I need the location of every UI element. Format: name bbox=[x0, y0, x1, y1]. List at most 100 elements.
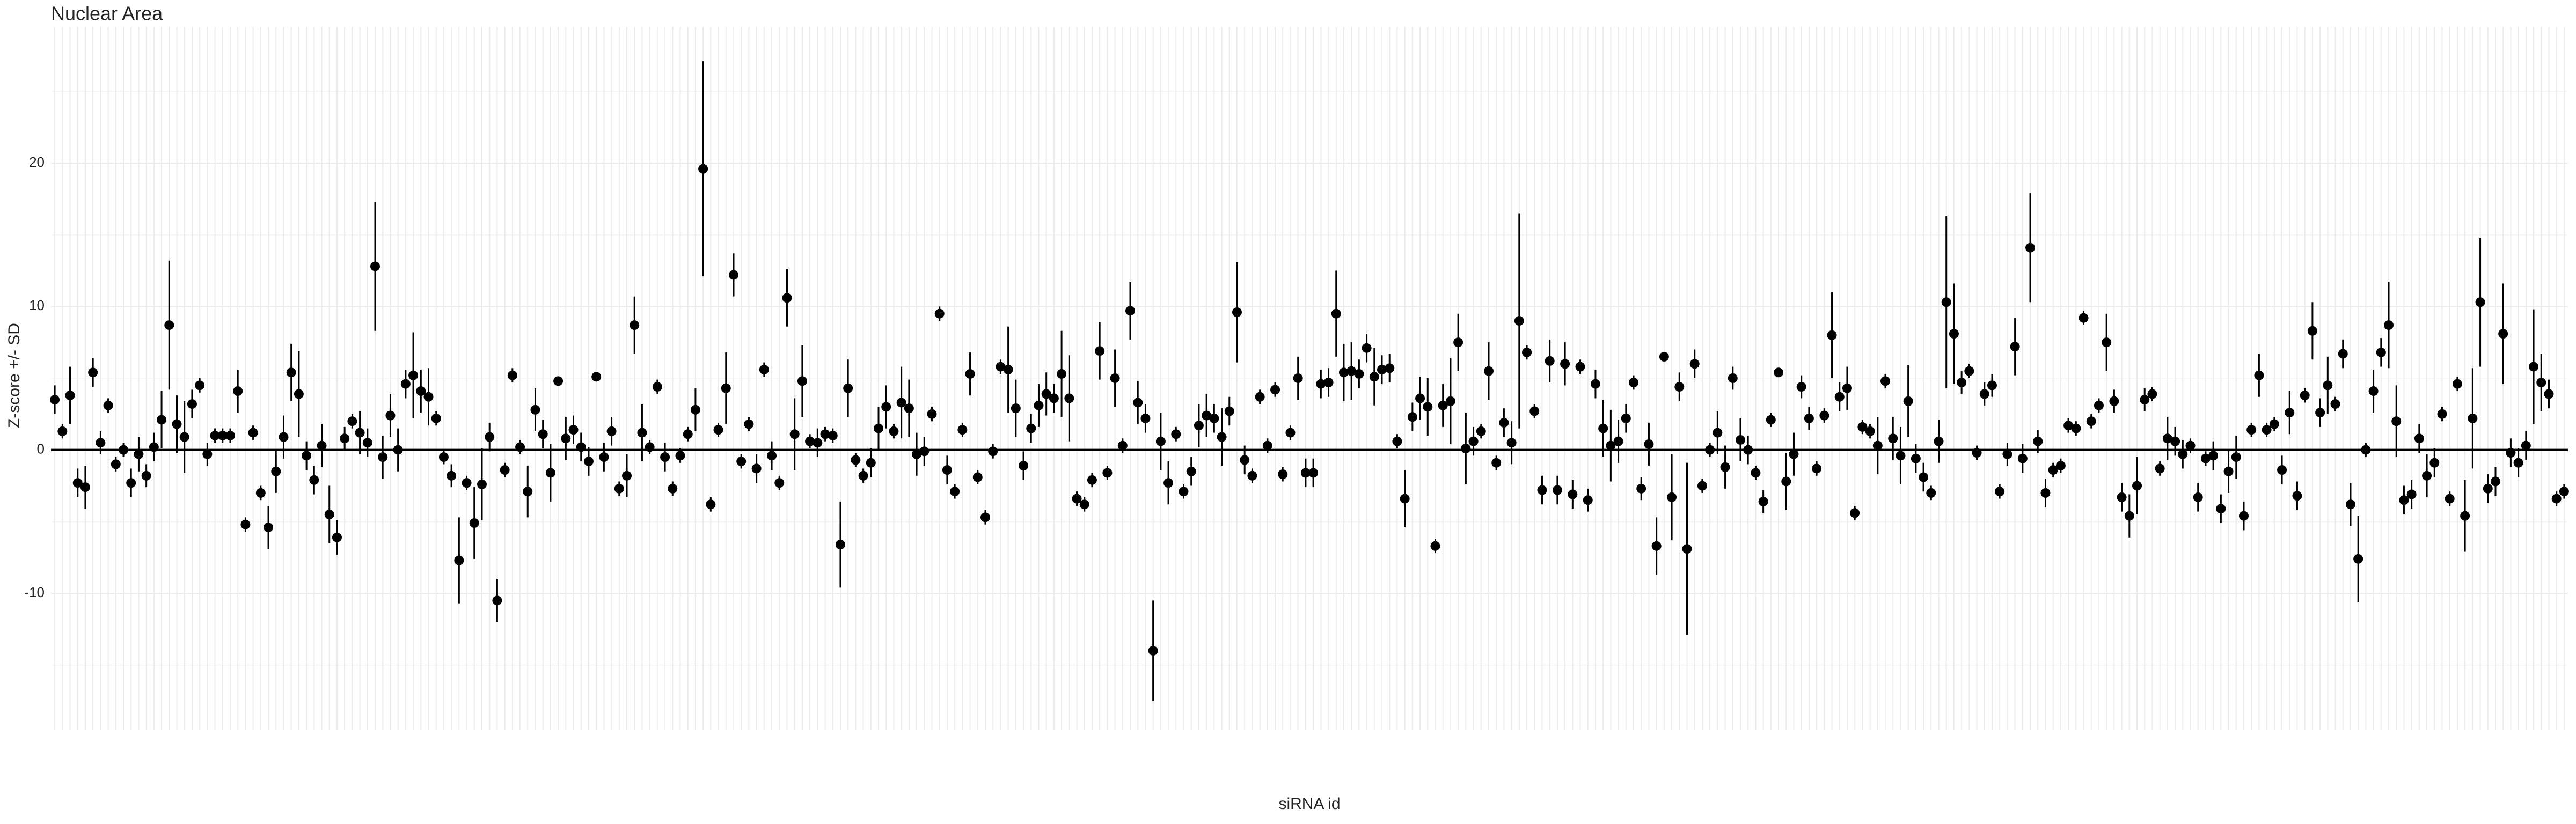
point bbox=[317, 440, 327, 451]
point bbox=[1217, 432, 1227, 442]
point bbox=[2422, 470, 2432, 481]
point bbox=[599, 452, 609, 462]
point bbox=[1941, 297, 1951, 307]
point bbox=[2086, 416, 2096, 426]
point bbox=[1560, 359, 1570, 369]
point bbox=[164, 320, 174, 330]
point bbox=[2475, 297, 2485, 307]
point bbox=[965, 369, 975, 379]
point bbox=[1064, 393, 1074, 403]
point bbox=[332, 532, 342, 542]
point bbox=[340, 433, 350, 444]
point bbox=[950, 487, 960, 497]
point bbox=[1926, 488, 1936, 498]
point bbox=[1331, 308, 1341, 319]
point bbox=[1819, 410, 1829, 421]
point bbox=[1323, 378, 1334, 388]
point bbox=[57, 426, 68, 436]
point bbox=[2498, 329, 2508, 339]
point bbox=[1850, 508, 1860, 518]
point bbox=[2391, 416, 2402, 426]
point bbox=[2269, 419, 2279, 429]
point bbox=[447, 470, 457, 481]
point bbox=[103, 400, 113, 410]
point bbox=[88, 367, 98, 378]
point bbox=[1888, 433, 1898, 444]
chart-title: Nuclear Area bbox=[51, 3, 163, 25]
point bbox=[774, 478, 785, 488]
point bbox=[2521, 440, 2531, 451]
point bbox=[2170, 436, 2180, 446]
point bbox=[2079, 313, 2089, 323]
point bbox=[1285, 428, 1296, 438]
point bbox=[2246, 425, 2257, 435]
point bbox=[2231, 452, 2241, 462]
point bbox=[1865, 426, 1875, 436]
point bbox=[279, 432, 289, 442]
point bbox=[1880, 376, 1891, 386]
point bbox=[370, 261, 380, 271]
point bbox=[1735, 435, 1745, 445]
point bbox=[1514, 316, 1524, 326]
point bbox=[1629, 378, 1639, 388]
point bbox=[2285, 408, 2295, 418]
y-tick-label: -10 bbox=[24, 584, 45, 600]
point bbox=[2040, 488, 2051, 498]
point bbox=[637, 428, 647, 438]
point bbox=[2384, 320, 2394, 330]
point bbox=[179, 432, 189, 442]
point bbox=[988, 446, 998, 457]
point bbox=[1804, 413, 1814, 423]
point bbox=[1827, 330, 1837, 340]
point bbox=[393, 445, 403, 455]
point bbox=[957, 425, 968, 435]
point bbox=[1644, 439, 1654, 449]
point bbox=[1461, 444, 1471, 453]
point bbox=[1247, 470, 1257, 481]
point bbox=[675, 451, 685, 461]
point bbox=[2460, 511, 2470, 521]
point bbox=[1102, 468, 1113, 478]
point bbox=[1583, 495, 1593, 505]
point bbox=[2483, 483, 2493, 494]
point bbox=[248, 428, 258, 438]
point bbox=[1506, 438, 1517, 448]
point bbox=[172, 419, 182, 429]
point bbox=[400, 379, 411, 389]
point bbox=[1003, 364, 1013, 374]
point bbox=[1316, 379, 1326, 389]
point bbox=[454, 555, 464, 565]
point bbox=[919, 446, 930, 457]
point bbox=[2193, 492, 2203, 502]
point bbox=[912, 449, 922, 459]
point bbox=[2445, 494, 2455, 504]
point bbox=[1613, 436, 1623, 446]
point bbox=[2323, 380, 2333, 391]
point bbox=[828, 430, 838, 440]
point bbox=[225, 430, 235, 440]
point bbox=[1957, 378, 1967, 388]
point bbox=[1423, 402, 1433, 412]
point bbox=[1232, 307, 1242, 318]
point bbox=[797, 376, 807, 386]
point bbox=[835, 540, 845, 550]
point bbox=[202, 449, 213, 459]
point bbox=[2406, 489, 2417, 499]
point bbox=[1606, 440, 1616, 451]
point bbox=[2277, 465, 2287, 475]
point bbox=[2315, 408, 2325, 418]
point bbox=[1674, 382, 1685, 392]
point bbox=[713, 425, 723, 435]
point bbox=[1445, 396, 1455, 406]
point bbox=[1590, 379, 1600, 389]
point bbox=[1667, 492, 1677, 502]
point bbox=[2223, 466, 2234, 476]
point bbox=[2254, 370, 2264, 380]
point bbox=[538, 429, 548, 439]
point bbox=[1346, 366, 1357, 376]
point bbox=[568, 425, 579, 435]
point bbox=[1202, 410, 1212, 421]
point bbox=[851, 455, 861, 465]
point bbox=[1949, 329, 1959, 339]
